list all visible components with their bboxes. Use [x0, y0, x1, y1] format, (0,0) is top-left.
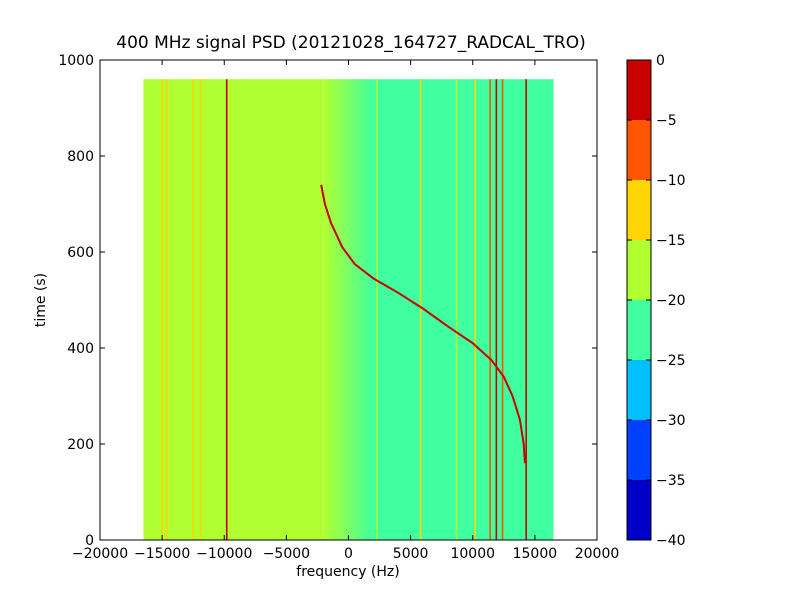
x-axis: −20000 −15000 −10000 −5000 0 5000 10000 15000 20…	[72, 60, 619, 562]
colorbar-tick-label: −20	[656, 293, 686, 309]
chart-title: 400 MHz signal PSD (20121028_164727_RADC…	[116, 33, 585, 53]
heatmap-region	[323, 79, 374, 540]
x-tick-label: 15000	[513, 546, 558, 562]
y-axis-label: time (s)	[33, 273, 49, 327]
colorbar-segment	[627, 420, 651, 480]
y-tick-label: 0	[85, 533, 94, 549]
colorbar-tick-label: −40	[656, 533, 686, 549]
colorbar-segment	[627, 240, 651, 300]
colorbar-segment	[627, 120, 651, 180]
colorbar-tick-label: −10	[656, 173, 686, 189]
x-tick-label: −10000	[196, 546, 252, 562]
x-tick-label: 10000	[450, 546, 495, 562]
colorbar-segment	[627, 300, 651, 360]
colorbar-tick-label: −25	[656, 353, 686, 369]
x-tick-label: 5000	[393, 546, 429, 562]
y-tick-label: 1000	[58, 53, 94, 69]
colorbar-tick-label: −30	[656, 413, 686, 429]
heatmap-region	[373, 79, 554, 540]
colorbar-segment	[627, 60, 651, 120]
doppler-trace	[320, 184, 526, 464]
x-tick-label: −5000	[263, 546, 310, 562]
colorbar: −40 −35 −30 −25 −20 −15 −10 −5 0	[626, 53, 686, 549]
y-tick-label: 200	[67, 437, 94, 453]
x-tick-label: −20000	[72, 546, 128, 562]
colorbar-tick-label: −5	[656, 113, 677, 129]
colorbar-segment	[627, 180, 651, 240]
x-tick-label: 0	[344, 546, 353, 562]
colorbar-tick-label: −35	[656, 473, 686, 489]
colorbar-segment	[627, 480, 651, 540]
y-axis: 0 200 400 600 800 1000	[58, 53, 597, 549]
y-tick-label: 800	[67, 149, 94, 165]
x-tick-label: 20000	[575, 546, 620, 562]
heatmap-area	[143, 79, 554, 540]
colorbar-segment	[627, 360, 651, 420]
colorbar-tick-label: −15	[656, 233, 686, 249]
y-tick-label: 600	[67, 245, 94, 261]
colorbar-tick-label: 0	[656, 53, 665, 69]
y-tick-label: 400	[67, 341, 94, 357]
x-tick-label: −15000	[134, 546, 190, 562]
heatmap-region	[143, 79, 324, 540]
x-axis-label: frequency (Hz)	[296, 564, 399, 580]
